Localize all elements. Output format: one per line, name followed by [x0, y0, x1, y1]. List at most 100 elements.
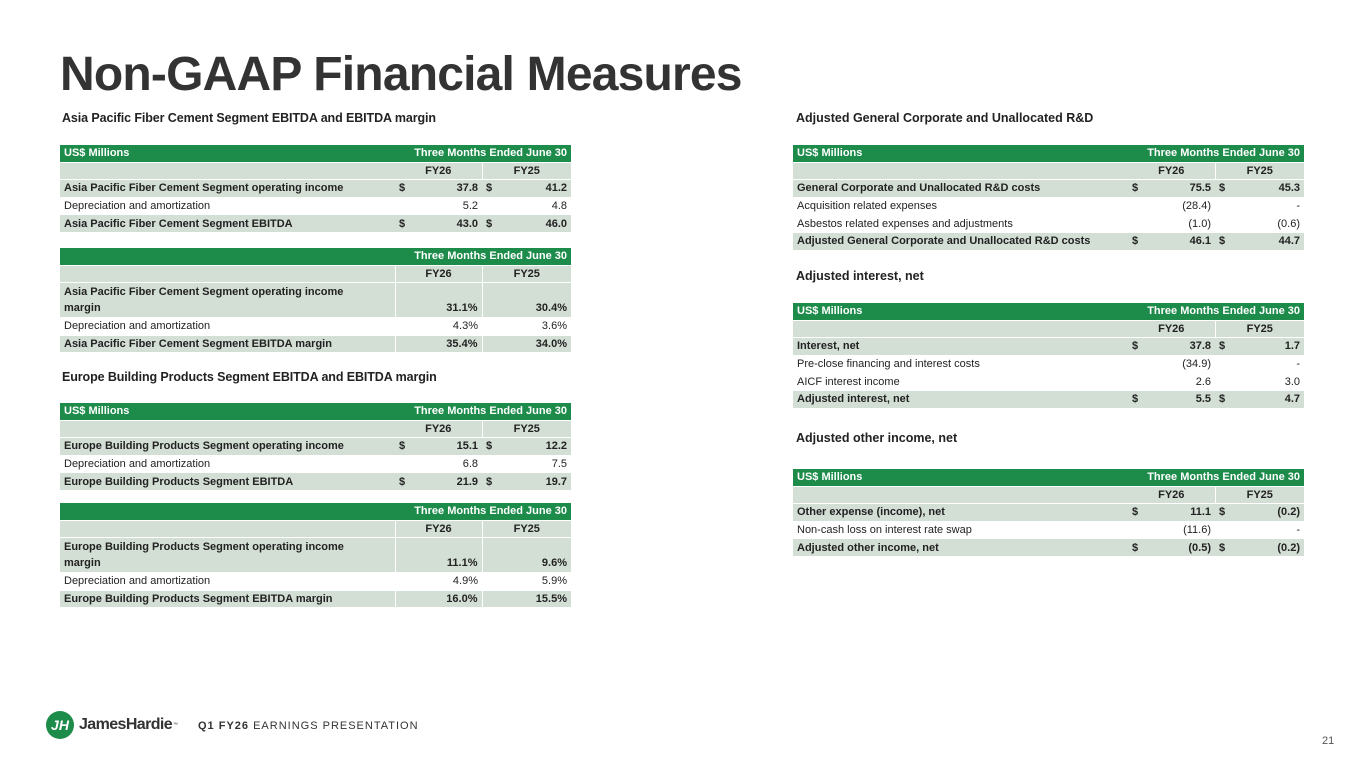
dollar-sign: $ [395, 179, 415, 198]
row-label: Asbestos related expenses and adjustment… [793, 214, 1128, 233]
row-label: Asia Pacific Fiber Cement Segment operat… [60, 282, 395, 319]
table-row: Europe Building Products Segment EBITDA … [60, 472, 571, 491]
dollar-sign: $ [1128, 337, 1148, 356]
table-row: Pre-close financing and interest costs (… [793, 355, 1304, 374]
table-subheader-row: FY26 FY25 [60, 420, 571, 439]
value-fy26: 11.1% [394, 537, 482, 574]
fy25-header: FY25 [1214, 320, 1304, 339]
row-label: Depreciation and amortization [60, 197, 395, 216]
table-row: Asia Pacific Fiber Cement Segment EBITDA… [60, 214, 571, 233]
dollar-sign: $ [1215, 503, 1235, 522]
row-label: Europe Building Products Segment EBITDA … [60, 590, 395, 609]
value-fy25: 30.4% [481, 282, 571, 319]
row-label: Depreciation and amortization [60, 317, 395, 336]
table-header-row: US$ Millions Three Months Ended June 30 [793, 303, 1304, 321]
table-row: Europe Building Products Segment operati… [60, 537, 571, 574]
value-fy25: 19.7 [502, 472, 571, 491]
value-fy25: 1.7 [1235, 337, 1304, 356]
page-number: 21 [1322, 735, 1335, 747]
row-label: Europe Building Products Segment EBITDA [60, 472, 395, 491]
value-fy25: 5.9% [482, 572, 571, 591]
table-header-row: US$ Millions Three Months Ended June 30 [793, 145, 1304, 163]
value-fy25: - [1235, 521, 1304, 540]
value-fy26: 75.5 [1148, 179, 1215, 198]
ap-section-title: Asia Pacific Fiber Cement Segment EBITDA… [62, 111, 436, 125]
value-fy26: 37.8 [415, 179, 482, 198]
value-fy26: 21.9 [415, 472, 482, 491]
fy25-header: FY25 [481, 162, 571, 181]
dollar-sign [1215, 372, 1235, 391]
corp-table: US$ Millions Three Months Ended June 30 … [793, 145, 1304, 251]
table-row: Non-cash loss on interest rate swap (11.… [793, 521, 1304, 540]
dollar-sign [1128, 355, 1148, 374]
table-row: Depreciation and amortization 6.8 7.5 [60, 455, 571, 474]
dollar-sign: $ [395, 472, 415, 491]
value-fy25: 3.6% [482, 317, 571, 336]
period-label: Three Months Ended June 30 [395, 145, 571, 163]
period-label: Three Months Ended June 30 [395, 248, 571, 266]
value-fy26: 16.0% [394, 590, 482, 609]
row-label: Asia Pacific Fiber Cement Segment EBITDA [60, 214, 395, 233]
dollar-sign [1215, 197, 1235, 216]
eu-section-title: Europe Building Products Segment EBITDA … [62, 370, 437, 384]
row-label-line1: Asia Pacific Fiber Cement Segment operat… [64, 286, 344, 299]
dollar-sign: $ [395, 214, 415, 233]
value-fy25: 12.2 [502, 437, 571, 456]
row-label-line2: margin [64, 302, 101, 315]
value-fy25: 41.2 [502, 179, 571, 198]
ap-margin-table: Three Months Ended June 30 FY26 FY25 Asi… [60, 248, 571, 354]
table-row: Asia Pacific Fiber Cement Segment operat… [60, 179, 571, 198]
table-header-row: US$ Millions Three Months Ended June 30 [60, 145, 571, 163]
interest-table: US$ Millions Three Months Ended June 30 … [793, 303, 1304, 409]
table-row: Depreciation and amortization 5.2 4.8 [60, 197, 571, 216]
row-label: Acquisition related expenses [793, 197, 1128, 216]
table-header-row: Three Months Ended June 30 [60, 503, 571, 521]
ap-ebitda-table: US$ Millions Three Months Ended June 30 … [60, 145, 571, 233]
company-logo: JH JamesHardie ™ [46, 711, 178, 739]
eu-ebitda-table: US$ Millions Three Months Ended June 30 … [60, 403, 571, 491]
dollar-sign [395, 197, 415, 216]
dollar-sign: $ [482, 179, 502, 198]
table-header-row: US$ Millions Three Months Ended June 30 [60, 403, 571, 421]
table-row: Depreciation and amortization 4.3% 3.6% [60, 317, 571, 336]
value-fy26: 31.1% [394, 282, 482, 319]
value-fy26: 5.2 [415, 197, 482, 216]
page-title: Non-GAAP Financial Measures [60, 48, 743, 101]
row-label: Europe Building Products Segment operati… [60, 537, 395, 574]
table-row: Acquisition related expenses (28.4) - [793, 197, 1304, 216]
dollar-sign: $ [1128, 503, 1148, 522]
eu-margin-table: Three Months Ended June 30 FY26 FY25 Eur… [60, 503, 571, 609]
dollar-sign: $ [1128, 232, 1148, 251]
fy26-header: FY26 [395, 162, 482, 181]
period-label: Three Months Ended June 30 [395, 503, 571, 521]
row-label: Interest, net [793, 337, 1128, 356]
dollar-sign [1128, 521, 1148, 540]
unit-label: US$ Millions [793, 303, 1128, 321]
table-subheader-row: FY26 FY25 [60, 265, 571, 284]
value-fy26: 2.6 [1148, 372, 1215, 391]
value-fy26: 43.0 [415, 214, 482, 233]
value-fy26: (28.4) [1148, 197, 1215, 216]
dollar-sign: $ [482, 472, 502, 491]
dollar-sign [482, 455, 502, 474]
table-row: General Corporate and Unallocated R&D co… [793, 179, 1304, 198]
value-fy25: 9.6% [481, 537, 571, 574]
row-label: General Corporate and Unallocated R&D co… [793, 179, 1128, 198]
value-fy26: 37.8 [1148, 337, 1215, 356]
period-label: Three Months Ended June 30 [395, 403, 571, 421]
value-fy26: 46.1 [1148, 232, 1215, 251]
table-row: Interest, net $ 37.8 $ 1.7 [793, 337, 1304, 356]
dollar-sign: $ [1128, 390, 1148, 409]
value-fy26: 15.1 [415, 437, 482, 456]
other-section-title: Adjusted other income, net [796, 431, 958, 445]
logo-mark-icon: JH [46, 711, 74, 739]
fy25-header: FY25 [481, 420, 571, 439]
quarter-label: Q1 FY26 [198, 720, 250, 732]
dollar-sign: $ [482, 437, 502, 456]
dollar-sign [1215, 355, 1235, 374]
value-fy26: 4.3% [395, 317, 482, 336]
dollar-sign: $ [1128, 179, 1148, 198]
row-label: Other expense (income), net [793, 503, 1128, 522]
dollar-sign: $ [1215, 337, 1235, 356]
value-fy26: 11.1 [1148, 503, 1215, 522]
